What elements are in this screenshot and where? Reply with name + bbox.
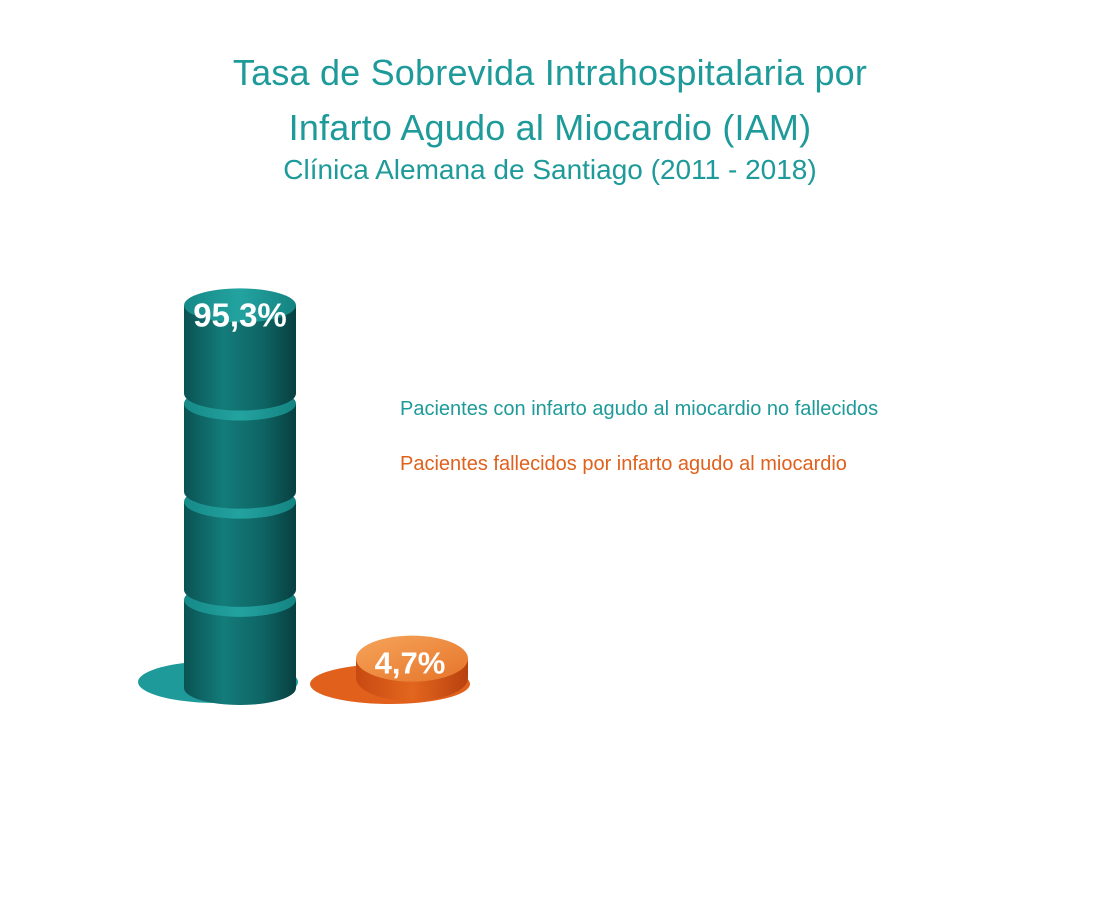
- bar-segment-4-side: [184, 305, 296, 411]
- bar-fallecidos: [356, 635, 468, 701]
- bar-segment-4-top: [184, 288, 296, 323]
- legend-item-fallecidos: Pacientes fallecidos por infarto agudo a…: [400, 453, 847, 475]
- bar-segment-orange: [356, 635, 468, 701]
- chart-title-line-1: Tasa de Sobrevida Intrahospitalaria por: [232, 52, 868, 93]
- legend-item-no-fallecidos: Pacientes con infarto agudo al miocardio…: [400, 398, 879, 420]
- bar-segment-3-side: [184, 403, 296, 509]
- data-label-no-fallecidos: 95,3%: [193, 296, 287, 333]
- chart-title-line-2: Infarto Agudo al Miocardio (IAM): [288, 107, 812, 148]
- bar-no-fallecidos: [184, 288, 296, 705]
- bar-segment-1-side: [184, 599, 296, 705]
- chart-subtitle: Clínica Alemana de Santiago (2011 - 2018…: [283, 154, 817, 185]
- bar-segment-4: [184, 288, 296, 411]
- bar-segment-orange-top: [356, 635, 468, 682]
- data-label-fallecidos: 4,7%: [375, 646, 446, 681]
- bar-segment-2-side: [184, 501, 296, 607]
